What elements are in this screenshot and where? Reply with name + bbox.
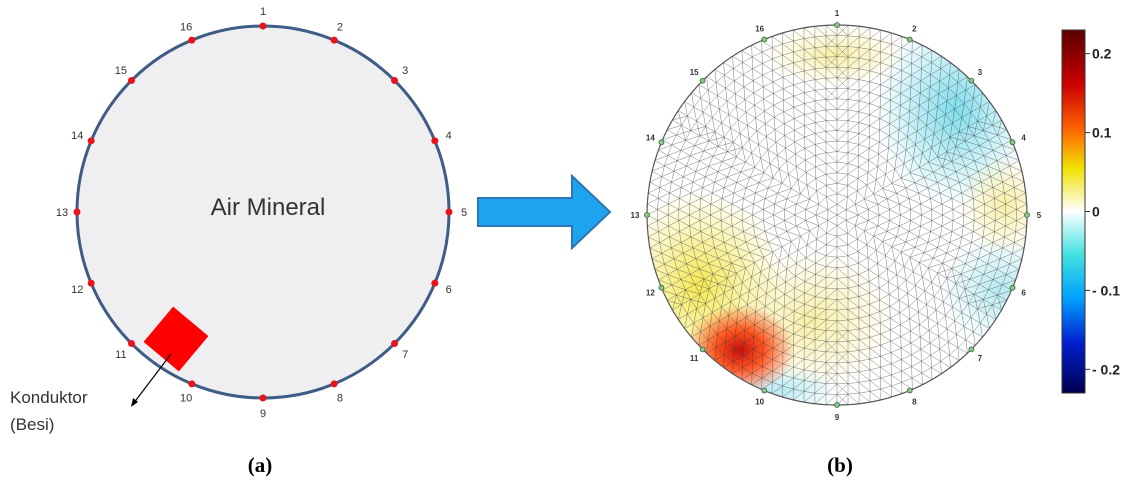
- electrode-label-b: 4: [1021, 134, 1026, 143]
- panel-a: Air Mineral Konduktor (Besi) 12345678910…: [10, 6, 467, 434]
- electrode-label-b: 10: [755, 398, 764, 407]
- electrode-dot-a: [188, 36, 196, 44]
- caption-b: (b): [827, 453, 853, 477]
- pointer-arrowhead: [131, 398, 138, 407]
- conductor-pointer: [132, 353, 172, 405]
- electrode-dot-b: [761, 36, 768, 43]
- electrode-label-a: 12: [71, 284, 83, 296]
- electrode-dot-a: [87, 137, 95, 145]
- electrode-label-a: 5: [461, 207, 467, 219]
- electrode-dot-a: [431, 137, 439, 145]
- electrode-dot-b: [968, 346, 975, 353]
- electrode-label-a: 13: [56, 207, 68, 219]
- caption-a: (a): [248, 453, 273, 477]
- electrode-label-a: 6: [446, 284, 452, 296]
- electrode-dot-b: [761, 387, 768, 394]
- electrode-dot-a: [330, 380, 338, 388]
- electrode-dot-b: [906, 36, 913, 43]
- colorbar-tick-label: 0.2: [1092, 46, 1112, 62]
- right-arrow-icon: [477, 173, 612, 251]
- electrode-label-b: 5: [1037, 211, 1042, 220]
- colorbar-tick-label: - 0.1: [1092, 282, 1120, 298]
- electrode-dot-a: [73, 208, 81, 216]
- electrode-label-a: 7: [402, 349, 408, 361]
- electrode-dot-b: [658, 284, 665, 291]
- electrode-label-a: 3: [402, 65, 408, 77]
- electrode-label-b: 1: [835, 9, 840, 18]
- electrode-label-b: 14: [646, 134, 655, 143]
- electrode-dot-b: [906, 387, 913, 394]
- electrode-dot-a: [188, 380, 196, 388]
- electrode-dot-a: [259, 22, 267, 30]
- electrode-label-b: 13: [631, 211, 640, 220]
- electrode-dot-b: [658, 139, 665, 146]
- electrode-dot-a: [259, 394, 267, 402]
- electrode-dot-a: [445, 208, 453, 216]
- electrode-dot-a: [127, 340, 135, 348]
- electrode-label-a: 15: [115, 65, 127, 77]
- electrode-label-a: 11: [115, 349, 126, 361]
- electrode-label-a: 1: [260, 6, 266, 18]
- electrode-dot-b: [968, 77, 975, 84]
- electrode-label-a: 8: [337, 393, 343, 405]
- conductor-label-line2: (Besi): [10, 415, 54, 434]
- electrode-label-b: 12: [646, 288, 655, 297]
- electrode-label-a: 9: [260, 408, 266, 420]
- electrode-dot-b: [834, 22, 840, 28]
- electrode-label-a: 16: [180, 21, 192, 33]
- electrode-label-b: 8: [912, 398, 917, 407]
- electrode-dot-b: [699, 346, 706, 353]
- fem-mesh: [647, 25, 1027, 405]
- electrode-dot-b: [699, 77, 706, 84]
- electrode-label-a: 14: [71, 130, 83, 142]
- electrode-dot-b: [644, 212, 650, 218]
- electrode-label-b: 16: [755, 24, 764, 33]
- electrode-dot-b: [834, 402, 840, 408]
- conductor-label-line1: Konduktor: [10, 388, 88, 407]
- electrode-dot-a: [87, 279, 95, 287]
- electrode-dot-a: [330, 36, 338, 44]
- electrode-dot-a: [391, 340, 399, 348]
- electrode-dot-a: [127, 76, 135, 84]
- electrode-dot-a: [391, 76, 399, 84]
- electrode-label-b: 2: [912, 24, 917, 33]
- electrode-label-b: 9: [835, 413, 840, 422]
- electrode-dot-b: [1024, 212, 1030, 218]
- center-label: Air Mineral: [211, 194, 326, 221]
- electrode-label-b: 11: [690, 354, 699, 363]
- colorbar-tick-label: - 0.2: [1092, 361, 1120, 377]
- electrode-dot-b: [1009, 139, 1016, 146]
- colorbar-ticks: 0.2 0.1 0 - 0.1 - 0.2: [1085, 46, 1120, 377]
- electrode-label-b: 6: [1021, 288, 1026, 297]
- colorbar: [1061, 29, 1086, 394]
- electrode-label-a: 10: [180, 393, 192, 405]
- electrode-label-b: 7: [978, 354, 983, 363]
- electrode-label-b: 3: [978, 68, 983, 77]
- electrode-dot-a: [431, 279, 439, 287]
- conductor-square: [143, 306, 209, 372]
- colorbar-tick-label: 0.1: [1092, 125, 1112, 141]
- electrode-dot-b: [1009, 284, 1016, 291]
- electrode-label-b: 15: [690, 68, 699, 77]
- electrode-label-a: 2: [337, 21, 343, 33]
- electrode-label-a: 4: [446, 130, 452, 142]
- colorbar-tick-label: 0: [1092, 204, 1100, 220]
